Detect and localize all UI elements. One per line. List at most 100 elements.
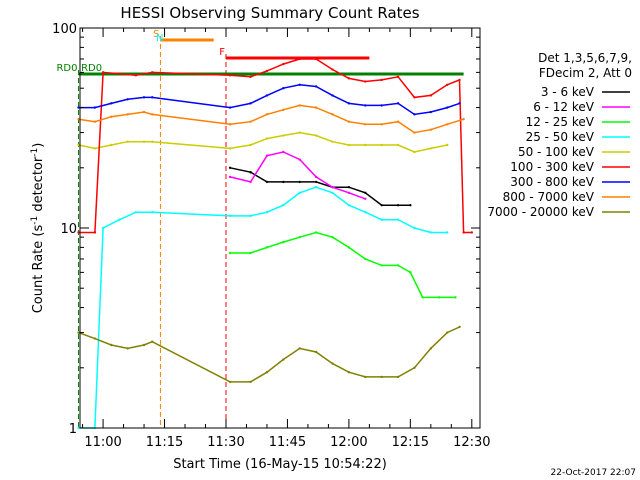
series-point xyxy=(347,371,351,374)
flag-bars: SN F RD0 RD0 xyxy=(56,29,464,428)
y-axis-label-close: ) xyxy=(31,143,46,148)
series-point xyxy=(470,231,474,234)
series-point xyxy=(347,77,351,80)
series-point xyxy=(151,113,154,116)
series-point xyxy=(265,69,269,73)
series-point xyxy=(249,180,252,184)
series-point xyxy=(151,340,154,343)
series-point xyxy=(151,140,154,143)
series-point xyxy=(380,143,383,147)
series-point xyxy=(364,123,367,126)
series-line-1 xyxy=(229,151,366,200)
series-point xyxy=(331,140,334,143)
series-point xyxy=(77,231,80,234)
series-point xyxy=(458,325,461,329)
series-point xyxy=(282,108,285,111)
series-point xyxy=(249,102,252,105)
legend-label: 800 - 7000 keV xyxy=(503,190,595,204)
series-point xyxy=(228,147,232,150)
series-point xyxy=(298,104,301,107)
series-point xyxy=(77,106,80,109)
series-point xyxy=(458,102,461,105)
series-point xyxy=(142,140,146,143)
series-point xyxy=(421,296,424,299)
series-point xyxy=(151,96,154,99)
y-axis-label-exp1: -1 xyxy=(30,216,40,225)
series-point xyxy=(396,218,400,221)
x-tick-label: 11:45 xyxy=(269,435,306,450)
series-point xyxy=(249,171,252,174)
series-point xyxy=(347,185,351,189)
series-point xyxy=(413,366,416,369)
series-point xyxy=(126,347,129,350)
flag-label: S xyxy=(153,29,159,40)
series-point xyxy=(249,214,252,218)
series-point xyxy=(364,80,367,83)
series-point xyxy=(429,347,433,350)
series-point xyxy=(142,110,146,114)
series-point xyxy=(249,75,252,79)
series-point xyxy=(347,120,351,123)
legend-header-1: Det 1,3,5,6,7,9, xyxy=(538,51,632,65)
series-line-8 xyxy=(78,326,460,383)
x-tick-label: 12:15 xyxy=(392,435,429,450)
legend-label: 100 - 300 keV xyxy=(510,160,594,174)
chart-title: HESSI Observing Summary Count Rates xyxy=(120,4,419,22)
series-point xyxy=(364,143,367,147)
series-point xyxy=(409,271,412,274)
series-point xyxy=(265,137,269,140)
y-axis-label-main: Count Rate (s xyxy=(31,225,46,314)
series-point xyxy=(347,204,351,207)
series-point xyxy=(126,113,129,116)
x-tick-label: 12:00 xyxy=(330,435,367,450)
series-point xyxy=(396,102,400,105)
series-point xyxy=(331,235,334,239)
series-point xyxy=(110,343,113,347)
series-point xyxy=(446,106,449,109)
series-point xyxy=(331,68,334,71)
series-point xyxy=(413,226,416,230)
series-point xyxy=(347,246,351,249)
series-line-4 xyxy=(78,131,448,153)
x-tick-label: 11:00 xyxy=(84,435,121,450)
series-point xyxy=(93,231,97,234)
series-point xyxy=(228,251,232,255)
series-point xyxy=(265,154,269,157)
series-point xyxy=(364,375,367,379)
legend-label: 7000 - 20000 keV xyxy=(487,205,594,219)
y-tick-label: 10 xyxy=(60,222,77,237)
series-point xyxy=(364,257,367,261)
series-point xyxy=(110,102,113,105)
series-point xyxy=(282,180,285,184)
series-point xyxy=(446,143,449,147)
x-tick-label: 11:30 xyxy=(207,435,244,450)
series-point xyxy=(298,180,301,184)
series-point xyxy=(282,134,285,137)
plot-frame xyxy=(79,27,481,429)
series-point xyxy=(142,96,146,99)
series-point xyxy=(314,185,318,189)
series-point xyxy=(265,371,269,374)
series-point xyxy=(142,343,146,347)
legend-label: 25 - 50 keV xyxy=(526,130,595,144)
series-point xyxy=(314,57,318,61)
series-point xyxy=(331,94,334,97)
flag-label: RD0 xyxy=(81,63,102,74)
series-point xyxy=(437,296,441,299)
series-point xyxy=(331,191,334,194)
series-point xyxy=(429,128,433,131)
x-tick-label: 11:15 xyxy=(146,435,183,450)
series-point xyxy=(331,185,334,189)
series-point xyxy=(396,75,400,79)
series-point xyxy=(380,204,383,207)
series-point xyxy=(77,331,80,334)
series-point xyxy=(364,191,367,194)
legend-label: 300 - 800 keV xyxy=(510,175,594,189)
series-point xyxy=(314,175,318,179)
series-point xyxy=(228,380,232,384)
series-point xyxy=(118,218,121,221)
series-point xyxy=(409,204,412,207)
series-point xyxy=(331,362,334,365)
series-point xyxy=(298,57,301,61)
